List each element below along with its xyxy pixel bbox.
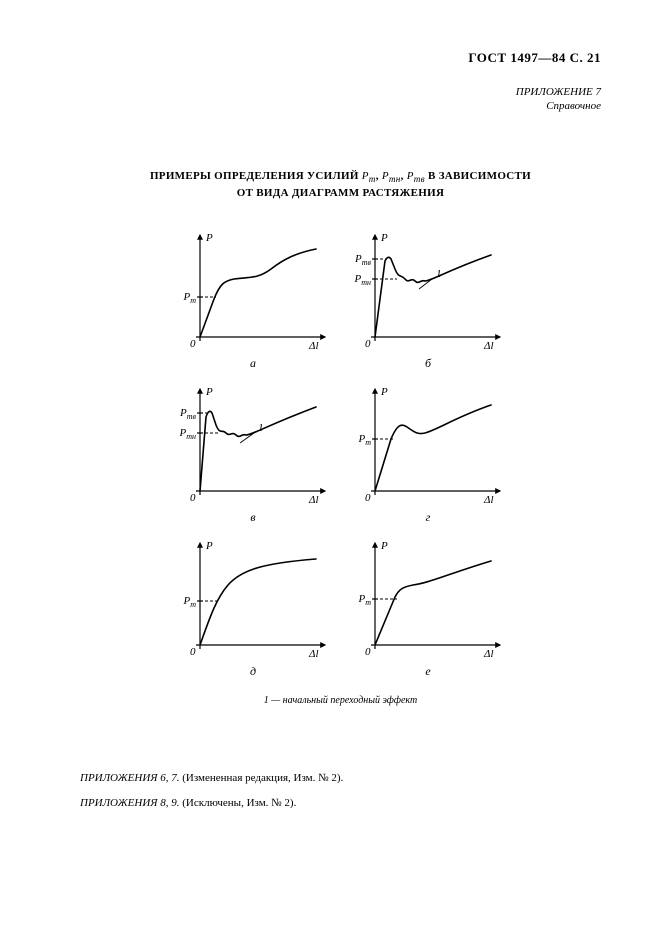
- figure-caption: 1 — начальный переходный эффект: [176, 695, 506, 706]
- title-sub: тв: [414, 174, 425, 184]
- svg-text:0: 0: [190, 646, 196, 658]
- panel-label: г: [351, 510, 506, 525]
- panel-g: P Δl 0 Pт г: [351, 383, 506, 531]
- svg-text:P: P: [380, 386, 388, 398]
- doc-id: ГОСТ 1497—84 С. 21: [80, 50, 601, 66]
- svg-text:P: P: [205, 386, 213, 398]
- title-part: В ЗАВИСИМОСТИ: [425, 170, 531, 182]
- svg-text:Pтн: Pтн: [353, 273, 371, 287]
- svg-text:Pт: Pт: [357, 433, 371, 447]
- svg-text:Pт: Pт: [357, 593, 371, 607]
- panel-v: P Δl 0 Pтв Pтн 1 в: [176, 383, 331, 531]
- title-sub: тн: [389, 174, 401, 184]
- figure-grid: P Δl 0 Pт а P Δl 0 Pтв Pтн 1 б P Δl 0 Pтв Pтн 1 в P Δl…: [176, 229, 506, 706]
- note-rest: (Измененная редакция, Изм. № 2).: [180, 772, 344, 784]
- svg-text:P: P: [205, 232, 213, 244]
- note-lead: ПРИЛОЖЕНИЯ 8, 9.: [80, 797, 180, 809]
- svg-text:Pт: Pт: [182, 291, 196, 305]
- svg-text:0: 0: [190, 492, 196, 504]
- svg-text:0: 0: [365, 492, 371, 504]
- svg-text:P: P: [380, 232, 388, 244]
- svg-text:Δl: Δl: [483, 494, 494, 506]
- svg-text:Δl: Δl: [483, 340, 494, 352]
- svg-text:Δl: Δl: [308, 648, 319, 660]
- title-line2: ОТ ВИДА ДИАГРАММ РАСТЯЖЕНИЯ: [237, 187, 445, 199]
- svg-text:Pтв: Pтв: [179, 407, 197, 421]
- note-line: ПРИЛОЖЕНИЯ 8, 9. (Исключены, Изм. № 2).: [80, 791, 601, 816]
- panel-e: P Δl 0 Pт е: [351, 537, 506, 685]
- panel-label: а: [176, 356, 331, 371]
- page: ГОСТ 1497—84 С. 21 ПРИЛОЖЕНИЕ 7 Справочн…: [0, 0, 661, 936]
- title-sym: P: [382, 170, 389, 182]
- notes: ПРИЛОЖЕНИЯ 6, 7. (Измененная редакция, И…: [80, 766, 601, 817]
- note-rest: (Исключены, Изм. № 2).: [180, 797, 297, 809]
- panel-label: в: [176, 510, 331, 525]
- panel-label: е: [351, 664, 506, 679]
- svg-text:Δl: Δl: [483, 648, 494, 660]
- note-lead: ПРИЛОЖЕНИЯ 6, 7.: [80, 772, 180, 784]
- title-part: ПРИМЕРЫ ОПРЕДЕЛЕНИЯ УСИЛИЙ: [150, 170, 362, 182]
- note-line: ПРИЛОЖЕНИЯ 6, 7. (Измененная редакция, И…: [80, 766, 601, 791]
- title-sub: т: [369, 174, 376, 184]
- appendix-num: ПРИЛОЖЕНИЕ 7: [516, 86, 601, 98]
- svg-text:Pтв: Pтв: [354, 253, 372, 267]
- title: ПРИМЕРЫ ОПРЕДЕЛЕНИЯ УСИЛИЙ Pт, Pтн, Pтв …: [80, 169, 601, 201]
- appendix-kind: Справочное: [546, 100, 601, 112]
- chart-b: P Δl 0 Pтв Pтн 1: [351, 229, 506, 354]
- chart-d: P Δl 0 Pт: [176, 537, 331, 662]
- svg-text:0: 0: [190, 338, 196, 350]
- chart-e: P Δl 0 Pт: [351, 537, 506, 662]
- panel-b: P Δl 0 Pтв Pтн 1 б: [351, 229, 506, 377]
- panel-label: д: [176, 664, 331, 679]
- svg-text:Pт: Pт: [182, 595, 196, 609]
- svg-text:1: 1: [436, 268, 442, 280]
- svg-text:0: 0: [365, 338, 371, 350]
- svg-text:P: P: [380, 540, 388, 552]
- chart-g: P Δl 0 Pт: [351, 383, 506, 508]
- panel-label: б: [351, 356, 506, 371]
- title-sym: P: [362, 170, 369, 182]
- svg-text:Pтн: Pтн: [178, 427, 196, 441]
- panel-a: P Δl 0 Pт а: [176, 229, 331, 377]
- chart-a: P Δl 0 Pт: [176, 229, 331, 354]
- svg-text:Δl: Δl: [308, 494, 319, 506]
- svg-text:Δl: Δl: [308, 340, 319, 352]
- panel-d: P Δl 0 Pт д: [176, 537, 331, 685]
- title-sym: P: [407, 170, 414, 182]
- svg-text:1: 1: [258, 422, 264, 434]
- chart-v: P Δl 0 Pтв Pтн 1: [176, 383, 331, 508]
- appendix-label: ПРИЛОЖЕНИЕ 7 Справочное: [80, 86, 601, 114]
- svg-text:P: P: [205, 540, 213, 552]
- svg-text:0: 0: [365, 646, 371, 658]
